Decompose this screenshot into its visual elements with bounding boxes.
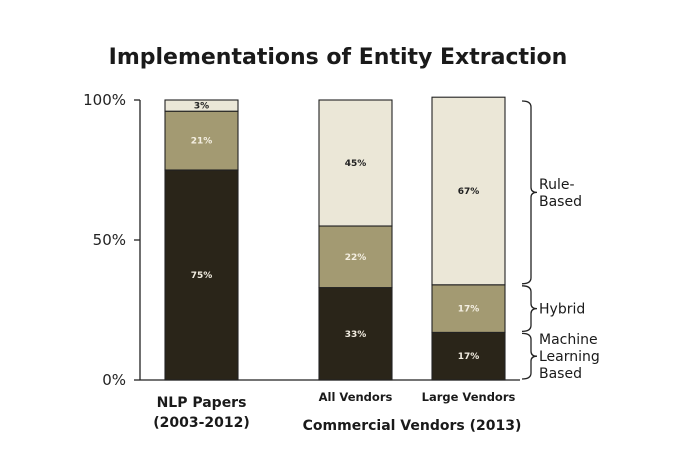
data-label: 67% xyxy=(458,187,480,197)
brace xyxy=(521,285,538,333)
data-label: 3% xyxy=(194,102,209,112)
category-label: Large Vendors xyxy=(422,390,516,404)
chart-title: Implementations of Entity Extraction xyxy=(109,45,568,70)
brace-label: Based xyxy=(539,366,582,382)
bar-segment xyxy=(431,284,506,333)
brace-label: Machine xyxy=(539,332,598,348)
bar-segment xyxy=(431,331,506,381)
data-label: 75% xyxy=(191,271,213,281)
category-labels: NLP Papers (2003-2012) All Vendors Large Ve… xyxy=(153,390,521,434)
category-label: (2003-2012) xyxy=(153,415,250,431)
data-label: 17% xyxy=(458,305,480,315)
brace-label: Rule- xyxy=(539,177,575,193)
brace xyxy=(521,332,538,380)
data-label: 45% xyxy=(345,159,367,169)
y-tick-label: 100% xyxy=(83,91,126,109)
bar-segment xyxy=(318,225,393,289)
data-label: 17% xyxy=(458,352,480,362)
brace-label: Learning xyxy=(539,349,600,365)
y-tick-label: 0% xyxy=(102,371,126,389)
category-label: NLP Papers xyxy=(157,395,247,411)
data-label: 22% xyxy=(345,253,367,263)
bar-segment xyxy=(164,99,239,112)
brace-label: Based xyxy=(539,194,582,210)
group-label: Commercial Vendors (2013) xyxy=(303,418,522,434)
stacked-bars: 75% 21% 3% 33% 22% 45% 17% 17% 67% xyxy=(164,96,506,381)
bar-segment xyxy=(164,110,239,171)
brace-label: Hybrid xyxy=(539,302,585,318)
brace xyxy=(521,100,538,285)
bar-segment xyxy=(318,99,393,227)
category-label: All Vendors xyxy=(319,390,393,404)
y-tick-label: 50% xyxy=(93,231,126,249)
data-label: 33% xyxy=(345,330,367,340)
bar-segment xyxy=(431,96,506,286)
data-label: 21% xyxy=(191,137,213,147)
bar-segment xyxy=(318,287,393,381)
